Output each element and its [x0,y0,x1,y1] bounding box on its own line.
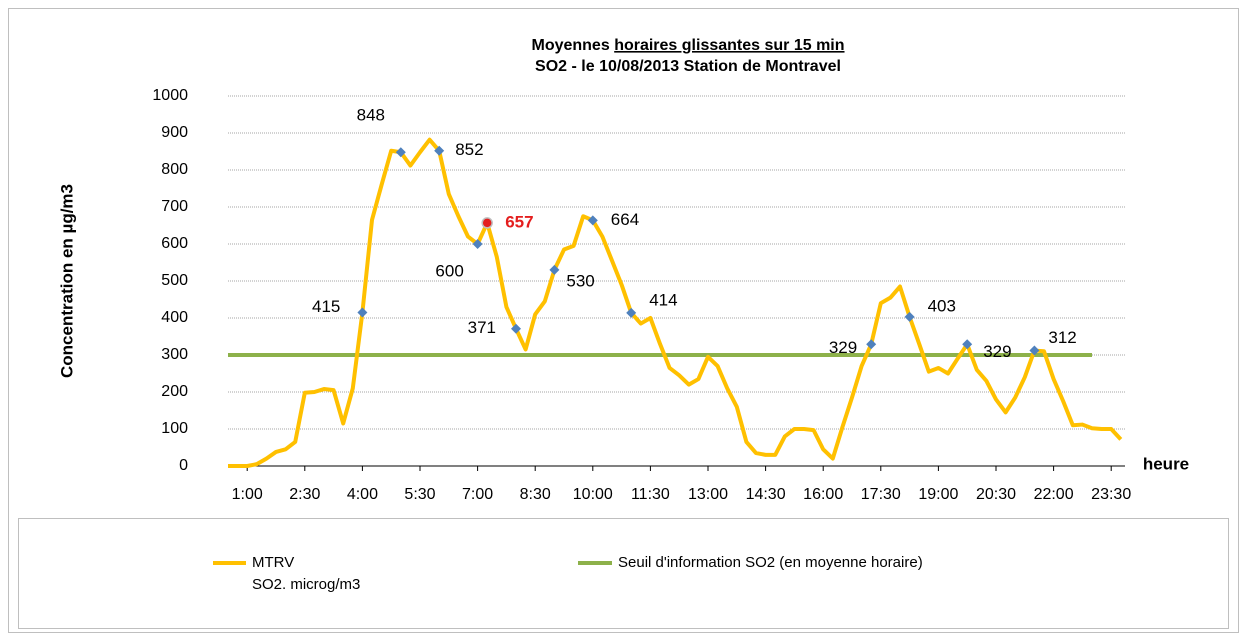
marker [904,311,915,322]
x-tick-label: 2:30 [289,486,320,503]
data-label: 403 [928,296,956,315]
title-part: Moyennes [531,37,609,54]
series-line [228,137,1123,468]
x-axis-label: heure [1143,454,1189,473]
x-tick-label: 4:00 [347,486,378,503]
data-label: 371 [468,318,496,337]
data-label: 664 [611,210,639,229]
y-tick-label: 100 [161,420,188,437]
data-label: 415 [312,297,340,316]
x-tick-label: 5:30 [404,486,435,503]
x-tick-label: 1:00 [232,486,263,503]
x-tick-label: 20:30 [976,486,1016,503]
marker [395,147,406,158]
y-tick-label: 700 [161,198,188,215]
data-label: 657 [505,212,533,231]
x-tick-label: 23:30 [1091,486,1131,503]
y-tick-label: 0 [179,457,188,474]
data-label: 852 [455,140,483,159]
x-tick-label: 8:30 [520,486,551,503]
y-tick-label: 600 [161,235,188,252]
marker [1029,345,1040,356]
data-label: 530 [566,271,594,290]
data-label: 848 [357,106,385,125]
chart-title: Moyennes horaires glissantes sur 15 min [531,37,844,54]
data-label: 414 [649,290,677,309]
x-tick-label: 13:00 [688,486,728,503]
y-tick-label: 200 [161,383,188,400]
chart-frame [8,8,1239,633]
x-tick-label: 19:00 [918,486,958,503]
marker [434,145,445,156]
x-tick-label: 7:00 [462,486,493,503]
highlight-marker [481,217,493,229]
marker [472,239,483,249]
marker [549,264,560,275]
data-label: 600 [435,261,463,280]
y-tick-label: 500 [161,272,188,289]
data-label: 312 [1048,328,1076,347]
data-label: 329 [983,342,1011,361]
x-tick-label: 14:30 [746,486,786,503]
chart-subtitle: SO2 - le 10/08/2013 Station de Montravel [535,58,841,75]
legend-label: Seuil d'information SO2 (en moyenne hora… [618,554,923,571]
data-label: 329 [829,338,857,357]
y-tick-label: 900 [161,124,188,141]
y-axis-label: Concentration en µg/m3 [57,184,76,378]
y-tick-label: 400 [161,309,188,326]
marker [962,339,973,350]
marker [866,339,877,350]
x-tick-label: 22:00 [1034,486,1074,503]
legend-frame [18,518,1229,629]
marker [626,307,637,318]
marker [587,215,598,226]
y-tick-label: 300 [161,346,188,363]
y-tick-label: 800 [161,161,188,178]
x-tick-label: 11:30 [631,486,670,503]
x-tick-label: 10:00 [573,486,613,503]
marker [357,307,368,318]
x-tick-label: 16:00 [803,486,843,503]
marker [511,323,521,334]
legend-label: MTRV SO2. microg/m3 [252,554,361,593]
title-part: horaires glissantes sur 15 min [614,37,844,54]
y-tick-label: 1000 [152,87,188,104]
x-tick-label: 17:30 [861,486,901,503]
